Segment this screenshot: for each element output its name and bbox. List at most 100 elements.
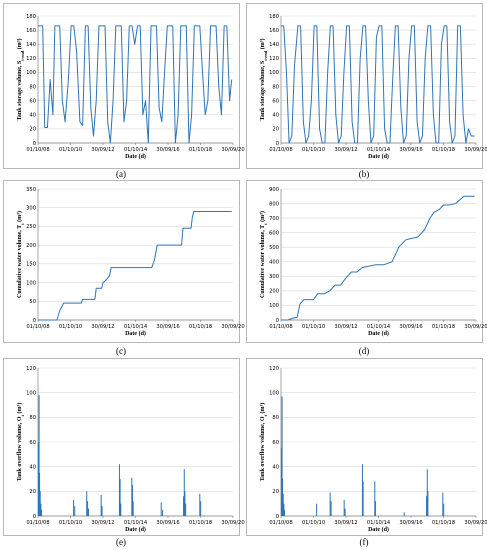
chart-e-y-tick-label: 100 xyxy=(26,390,36,396)
caption-a: (a) xyxy=(116,169,126,179)
chart-b-y-tick-label: 20 xyxy=(272,127,279,133)
chart-f-y-axis-label-unit: (m³) xyxy=(259,403,266,415)
chart-f-y-tick-label: 60 xyxy=(272,440,279,446)
chart-e-x-tick-label: 01/10/18 xyxy=(189,520,212,526)
chart-a-series-line xyxy=(38,25,233,144)
chart-b-x-tick-label: 01/10/08 xyxy=(269,147,292,153)
chart-a-x-tick-label: 30/09/12 xyxy=(91,147,114,153)
caption-b: (b) xyxy=(358,169,370,179)
chart-d-y-tick-label: 400 xyxy=(269,260,279,266)
chart-e-y-tick-label: 120 xyxy=(26,366,36,372)
chart-d-y-axis-label-sub: t xyxy=(263,223,268,225)
chart-d-x-axis-label: Date (d) xyxy=(368,330,389,337)
chart-a-y-axis-label: Tank storage volume, St-end (m³) xyxy=(16,38,25,120)
chart-b-x-tick-label: 30/09/20 xyxy=(464,147,487,153)
chart-a-x-axis-label: Date (d) xyxy=(125,153,146,160)
chart-f-y-axis-label: Tank overflow volume, Ot (m³) xyxy=(259,403,268,482)
chart-c-y-tick-label: 150 xyxy=(26,262,36,268)
chart-b-y-axis-label-sub: t-end xyxy=(263,50,268,60)
chart-d-y-axis-label-unit: (m³) xyxy=(259,211,266,223)
chart-f-x-tick-label: 01/10/08 xyxy=(269,520,292,526)
chart-a-y-axis-label-unit: (m³) xyxy=(16,38,23,50)
chart-a-y-tick-label: 180 xyxy=(26,14,36,20)
chart-d-x-tick-label: 30/09/12 xyxy=(334,324,357,330)
chart-d-y-tick-label: 300 xyxy=(269,274,279,280)
chart-b-x-tick-label: 01/10/14 xyxy=(367,147,391,153)
chart-c-x-tick-label: 01/10/14 xyxy=(124,324,148,330)
chart-b-y-tick-label: 140 xyxy=(269,42,279,48)
chart-d-x-tick-label: 01/10/08 xyxy=(269,324,292,330)
chart-b-y-tick-label: 60 xyxy=(272,98,279,104)
chart-e-y-tick-label: 60 xyxy=(29,440,36,446)
chart-d-y-tick-label: 700 xyxy=(269,216,279,222)
chart-c-x-tick-label: 30/09/20 xyxy=(221,324,244,330)
chart-a-x-tick-label: 01/10/10 xyxy=(59,147,82,153)
chart-a-y-tick-label: 40 xyxy=(29,113,36,119)
chart-d-y-tick-label: 800 xyxy=(269,201,279,207)
chart-b-y-tick-label: 160 xyxy=(269,28,279,34)
chart-d-y-tick-label: 600 xyxy=(269,230,279,236)
chart-d-x-tick-label: 30/09/20 xyxy=(464,324,487,330)
chart-a-x-tick-label: 30/09/20 xyxy=(221,147,244,153)
chart-a-y-tick-label: 160 xyxy=(26,28,36,34)
chart-c-y-tick-label: 200 xyxy=(26,243,36,249)
chart-b-y-axis-label-text: Tank storage volume, S xyxy=(260,60,266,120)
chart-e-x-tick-label: 30/09/12 xyxy=(91,520,114,526)
chart-c-y-axis-label-sub: t xyxy=(20,223,25,225)
chart-a-y-tick-label: 100 xyxy=(26,70,36,76)
chart-d-x-tick-label: 01/10/18 xyxy=(432,324,455,330)
chart-b-y-tick-label: 120 xyxy=(269,56,279,62)
chart-c-x-tick-label: 30/09/16 xyxy=(156,324,179,330)
chart-e-x-tick-label: 01/10/14 xyxy=(124,520,148,526)
chart-c-y-axis-label-text: Cumulative water volume, T xyxy=(17,225,23,298)
chart-b-y-tick-label: 0 xyxy=(276,141,279,147)
chart-b-x-tick-label: 01/10/10 xyxy=(302,147,325,153)
caption-c: (c) xyxy=(116,346,126,356)
chart-d-y-tick-label: 500 xyxy=(269,245,279,251)
chart-b-y-axis-label: Tank storage volume, St-end (m³) xyxy=(259,38,268,120)
chart-e-y-tick-label: 80 xyxy=(29,415,36,421)
chart-c-y-tick-label: 300 xyxy=(26,206,36,212)
chart-d-series-line xyxy=(281,195,475,321)
chart-a-x-tick-label: 01/10/14 xyxy=(124,147,148,153)
chart-a-y-tick-label: 60 xyxy=(29,98,36,104)
chart-f-y-tick-label: 20 xyxy=(272,489,279,495)
caption-e: (e) xyxy=(116,537,126,547)
chart-b-x-tick-label: 30/09/16 xyxy=(399,147,422,153)
chart-e-x-tick-label: 01/10/08 xyxy=(26,520,49,526)
chart-d-y-axis-label: Cumulative water volume, Tt (m³) xyxy=(259,211,268,298)
chart-f-y-tick-label: 40 xyxy=(272,464,279,470)
chart-a-y-tick-label: 140 xyxy=(26,42,36,48)
chart-b-y-axis-label-unit: (m³) xyxy=(259,38,266,50)
chart-a-y-axis-label-text: Tank storage volume, S xyxy=(17,60,23,120)
chart-c-y-tick-label: 250 xyxy=(26,224,36,230)
chart-f-x-axis-label: Date (d) xyxy=(368,526,389,533)
chart-f-x-tick-label: 01/10/14 xyxy=(367,520,391,526)
chart-a-y-tick-label: 80 xyxy=(29,84,36,90)
chart-c-x-tick-label: 01/10/10 xyxy=(59,324,82,330)
chart-e-y-axis-label: Tank overflow volume, Ot (m³) xyxy=(16,403,25,482)
chart-e-x-tick-label: 30/09/16 xyxy=(156,520,179,526)
chart-e-x-tick-label: 01/10/10 xyxy=(59,520,82,526)
chart-d-y-axis-label-text: Cumulative water volume, T xyxy=(260,225,266,298)
chart-e-y-tick-label: 40 xyxy=(29,464,36,470)
chart-c-series-line xyxy=(38,210,232,321)
chart-b-x-axis-label: Date (d) xyxy=(368,153,389,160)
chart-b-y-tick-label: 100 xyxy=(269,70,279,76)
chart-e-y-axis-label-sub: t xyxy=(20,415,25,417)
chart-a-x-tick-label: 01/10/18 xyxy=(189,147,212,153)
chart-a-x-tick-label: 30/09/16 xyxy=(156,147,179,153)
chart-f-y-axis-label-text: Tank overflow volume, O xyxy=(260,416,266,481)
chart-a-y-axis-label-sub: t-end xyxy=(20,50,25,60)
chart-f-y-tick-label: 80 xyxy=(272,415,279,421)
chart-c-y-axis-label-unit: (m³) xyxy=(16,211,23,223)
chart-b-x-tick-label: 01/10/18 xyxy=(432,147,455,153)
chart-c-y-tick-label: 350 xyxy=(26,187,36,193)
chart-f-x-tick-label: 01/10/10 xyxy=(302,520,325,526)
chart-f-y-tick-label: 120 xyxy=(269,366,279,372)
chart-f-y-tick-label: 100 xyxy=(269,390,279,396)
chart-d-x-tick-label: 01/10/14 xyxy=(367,324,391,330)
chart-e-y-tick-label: 20 xyxy=(29,489,36,495)
chart-c-x-tick-label: 01/10/18 xyxy=(189,324,212,330)
